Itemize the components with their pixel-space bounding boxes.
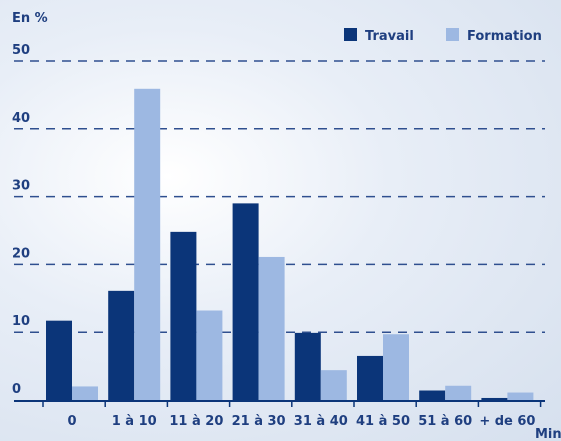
bar-formation [445,385,472,400]
bar-formation [196,310,223,400]
y-tick-label: 30 [12,179,30,194]
bar-formation [258,256,285,400]
x-tick-label: 11 à 20 [169,414,223,429]
y-tick-label: 10 [12,314,30,329]
x-tick-label: 31 à 40 [294,414,348,429]
bar-travail [419,390,446,400]
legend-swatch-travail [344,28,357,41]
x-tick-label: 1 à 10 [112,414,157,429]
bar-formation [383,334,409,400]
x-tick-label: 0 [67,414,76,429]
y-tick-label: 0 [12,382,21,397]
x-tick-label: + de 60 [479,414,535,429]
bar-formation [320,370,347,400]
bar-travail [357,355,383,400]
y-axis-unit-label: En % [12,11,48,26]
grid-lines [14,60,545,333]
x-axis-unit-label: Min [535,427,561,441]
x-tick-label: 21 à 30 [232,414,286,429]
x-axis [14,400,545,407]
bar-travail [108,290,135,400]
y-tick-label: 50 [12,43,30,58]
legend-label-formation: Formation [467,29,542,44]
legend-swatch-formation [446,28,459,41]
bar-travail [232,203,259,400]
labels: 0 10 20 30 40 50 0 1 à 10 11 à 20 21 à 30 31 à 40 4… [12,43,535,429]
bars [46,88,534,400]
x-tick-label: 51 à 60 [418,414,472,429]
bar-formation [507,392,534,400]
y-tick-label: 40 [12,111,30,126]
legend: Travail Formation [344,28,542,44]
bar-travail [46,320,72,400]
bar-travail [170,231,197,400]
bar-formation [72,386,98,400]
x-tick-label: 41 à 50 [356,414,410,429]
bar-travail [481,397,508,400]
legend-label-travail: Travail [365,29,414,44]
y-tick-label: 20 [12,246,30,261]
bar-travail [294,332,321,400]
bar-formation [134,88,161,400]
